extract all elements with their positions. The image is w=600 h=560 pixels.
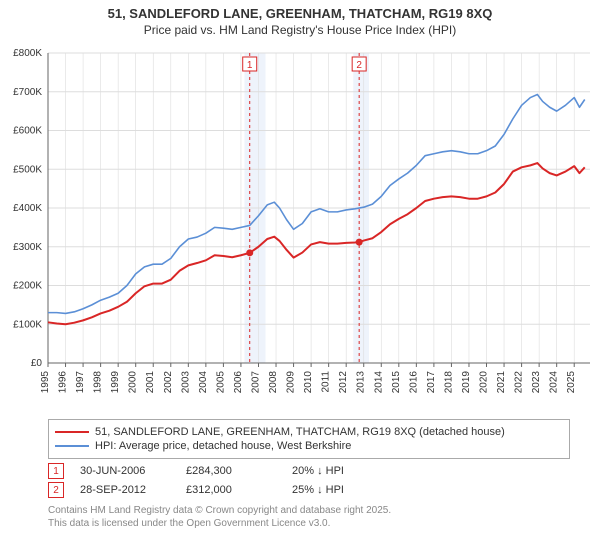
svg-text:1997: 1997: [75, 371, 86, 394]
marker-row-2: 2 28-SEP-2012 £312,000 25% ↓ HPI: [48, 482, 570, 498]
svg-text:2003: 2003: [180, 371, 191, 394]
marker-price-1: £284,300: [186, 465, 276, 477]
legend-label-1: 51, SANDLEFORD LANE, GREENHAM, THATCHAM,…: [95, 426, 505, 438]
svg-text:£500K: £500K: [13, 164, 42, 175]
marker-date-2: 28-SEP-2012: [80, 484, 170, 496]
svg-text:2017: 2017: [426, 371, 437, 394]
svg-text:2016: 2016: [408, 371, 419, 394]
legend-swatch-1: [55, 431, 89, 433]
svg-text:2015: 2015: [391, 371, 402, 394]
legend-row-series2: HPI: Average price, detached house, West…: [55, 440, 563, 452]
sale-markers-table: 1 30-JUN-2006 £284,300 20% ↓ HPI 2 28-SE…: [48, 463, 570, 498]
svg-text:2014: 2014: [373, 371, 384, 394]
svg-text:2020: 2020: [479, 371, 490, 394]
chart-title-line1: 51, SANDLEFORD LANE, GREENHAM, THATCHAM,…: [10, 6, 590, 21]
marker-row-1: 1 30-JUN-2006 £284,300 20% ↓ HPI: [48, 463, 570, 479]
svg-text:2009: 2009: [286, 371, 297, 394]
footer-line-1: Contains HM Land Registry data © Crown c…: [48, 504, 570, 517]
svg-text:2011: 2011: [321, 371, 332, 393]
svg-text:2025: 2025: [566, 371, 577, 394]
marker-delta-1: 20% ↓ HPI: [292, 465, 382, 477]
svg-text:2010: 2010: [303, 371, 314, 394]
svg-text:1: 1: [247, 60, 253, 71]
svg-text:2007: 2007: [250, 371, 261, 394]
svg-text:£800K: £800K: [13, 48, 42, 59]
marker-delta-2: 25% ↓ HPI: [292, 484, 382, 496]
svg-text:2000: 2000: [128, 371, 139, 394]
svg-text:2024: 2024: [549, 371, 560, 394]
chart-title-line2: Price paid vs. HM Land Registry's House …: [10, 23, 590, 37]
svg-text:2019: 2019: [461, 371, 472, 394]
line-chart-svg: 1 2 £0 £100K £200K £300K £400K £500K £600K £700K £…: [0, 43, 600, 413]
svg-text:2008: 2008: [268, 371, 279, 394]
svg-text:£0: £0: [31, 358, 43, 369]
legend-swatch-2: [55, 445, 89, 447]
marker-badge-2: 2: [48, 482, 64, 498]
svg-text:2023: 2023: [531, 371, 542, 394]
svg-text:2021: 2021: [496, 371, 507, 394]
svg-text:2004: 2004: [198, 371, 209, 394]
marker-date-1: 30-JUN-2006: [80, 465, 170, 477]
svg-text:2018: 2018: [443, 371, 454, 394]
svg-text:2006: 2006: [233, 371, 244, 394]
svg-text:£300K: £300K: [13, 242, 42, 253]
svg-text:£600K: £600K: [13, 126, 42, 137]
marker-num-2: 2: [53, 485, 59, 496]
svg-text:2002: 2002: [163, 371, 174, 394]
legend-box: 51, SANDLEFORD LANE, GREENHAM, THATCHAM,…: [48, 419, 570, 459]
footer-attribution: Contains HM Land Registry data © Crown c…: [48, 504, 570, 530]
svg-text:1996: 1996: [58, 371, 69, 394]
footer-line-2: This data is licensed under the Open Gov…: [48, 517, 570, 530]
marker-badge-1: 1: [48, 463, 64, 479]
svg-text:£200K: £200K: [13, 281, 42, 292]
svg-text:2005: 2005: [215, 371, 226, 394]
svg-text:2012: 2012: [338, 371, 349, 394]
svg-text:£400K: £400K: [13, 203, 42, 214]
svg-text:2001: 2001: [145, 371, 156, 394]
svg-text:2: 2: [356, 60, 362, 71]
legend-label-2: HPI: Average price, detached house, West…: [95, 440, 351, 452]
svg-text:1995: 1995: [40, 371, 51, 394]
svg-text:2013: 2013: [356, 371, 367, 394]
svg-text:1998: 1998: [93, 371, 104, 394]
svg-text:£100K: £100K: [13, 319, 42, 330]
marker-price-2: £312,000: [186, 484, 276, 496]
chart-area: 1 2 £0 £100K £200K £300K £400K £500K £600K £700K £…: [0, 43, 600, 413]
legend-row-series1: 51, SANDLEFORD LANE, GREENHAM, THATCHAM,…: [55, 426, 563, 438]
svg-text:£700K: £700K: [13, 87, 42, 98]
svg-text:1999: 1999: [110, 371, 121, 394]
marker-num-1: 1: [53, 466, 59, 477]
svg-text:2022: 2022: [514, 371, 525, 394]
